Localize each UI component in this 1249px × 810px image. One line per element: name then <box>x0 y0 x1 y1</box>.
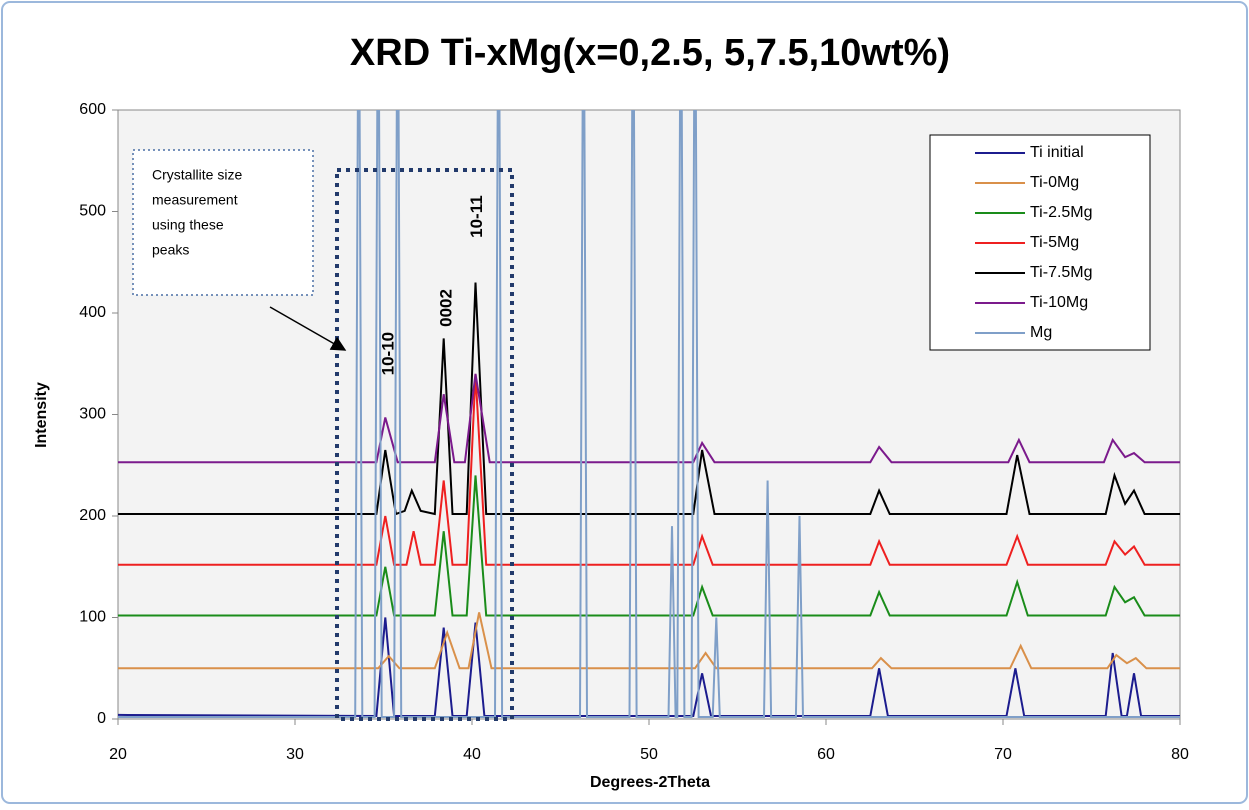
y-tick-label: 200 <box>79 507 106 524</box>
annotation-box <box>132 149 314 296</box>
legend-label: Ti initial <box>1030 144 1084 161</box>
chart-title: XRD Ti-xMg(x=0,2.5, 5,7.5,10wt%) <box>350 32 950 74</box>
peak-label: 10-11 <box>467 195 486 238</box>
y-tick-label: 300 <box>79 406 106 423</box>
annotation-text: Crystallite size <box>152 167 242 183</box>
y-tick-label: 400 <box>79 304 106 321</box>
x-tick-label: 30 <box>286 746 304 763</box>
legend-box <box>929 134 1151 351</box>
x-tick-label: 80 <box>1171 746 1189 763</box>
series-line <box>118 475 1180 617</box>
peak-region <box>335 168 514 721</box>
series-line <box>118 373 1180 464</box>
peak-label: 10-10 <box>378 332 397 375</box>
x-tick-label: 70 <box>994 746 1012 763</box>
annotation-arrow <box>269 306 347 351</box>
legend-label: Ti-7.5Mg <box>1030 264 1093 281</box>
lines <box>118 110 1180 718</box>
y-tick-label: 100 <box>79 609 106 626</box>
x-tick-label: 40 <box>463 746 481 763</box>
x-axis-label: Degrees-2Theta <box>590 774 710 791</box>
peak-label: 0002 <box>437 289 456 327</box>
y-tick-label: 500 <box>79 203 106 220</box>
x-tick-label: 50 <box>640 746 658 763</box>
annotation-text: measurement <box>152 192 238 208</box>
x-tick-label: 60 <box>817 746 835 763</box>
y-axis-label: Intensity <box>33 382 50 448</box>
series-line <box>118 612 1180 670</box>
legend-label: Mg <box>1030 324 1052 341</box>
legend-label: Ti-0Mg <box>1030 174 1079 191</box>
legend-label: Ti-5Mg <box>1030 234 1079 251</box>
series-line <box>118 110 1180 718</box>
legend-label: Ti-2.5Mg <box>1030 204 1093 221</box>
x-tick-label: 20 <box>109 746 127 763</box>
y-tick-label: 600 <box>79 101 106 118</box>
annotation-text: using these <box>152 217 224 233</box>
annotation-text: peaks <box>152 242 189 258</box>
legend-label: Ti-10Mg <box>1030 294 1088 311</box>
y-tick-label: 0 <box>97 710 106 727</box>
